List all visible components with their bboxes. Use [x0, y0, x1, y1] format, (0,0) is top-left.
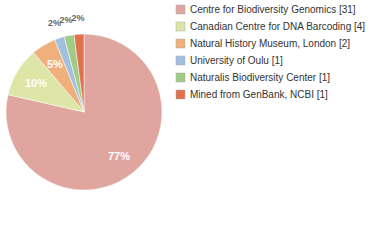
data-label: 77%: [108, 150, 130, 162]
legend-swatch: [176, 5, 185, 14]
chart: 77%10%5%2%2%2%Centre for Biodiversity Ge…: [0, 0, 380, 240]
pie-slice: [6, 34, 162, 190]
legend-label: Natural History Museum, London [2]: [190, 38, 350, 49]
legend-item: University of Oulu [1]: [176, 55, 283, 66]
legend-item: Naturalis Biodiversity Center [1]: [176, 72, 330, 83]
legend-swatch: [176, 56, 185, 65]
legend-item: Centre for Biodiversity Genomics [31]: [176, 4, 356, 15]
legend-item: Natural History Museum, London [2]: [176, 38, 350, 49]
legend: Centre for Biodiversity Genomics [31] Can…: [176, 4, 365, 100]
legend-label: Canadian Centre for DNA Barcoding [4]: [190, 21, 365, 32]
legend-label: University of Oulu [1]: [190, 55, 283, 66]
legend-swatch: [176, 73, 185, 82]
data-labels: 77%10%5%2%2%2%: [25, 13, 130, 161]
legend-swatch: [176, 22, 185, 31]
legend-label: Mined from GenBank, NCBI [1]: [190, 89, 328, 100]
data-label: 2%: [71, 13, 84, 23]
pie: [6, 34, 162, 190]
pie-slice: [64, 35, 84, 112]
legend-item: Canadian Centre for DNA Barcoding [4]: [176, 21, 365, 32]
data-label: 10%: [25, 77, 47, 89]
legend-label: Naturalis Biodiversity Center [1]: [190, 72, 330, 83]
data-label: 5%: [47, 58, 63, 70]
legend-swatch: [176, 39, 185, 48]
pie-slice: [74, 34, 84, 112]
legend-swatch: [176, 90, 185, 99]
legend-label: Centre for Biodiversity Genomics [31]: [190, 4, 356, 15]
legend-item: Mined from GenBank, NCBI [1]: [176, 89, 328, 100]
